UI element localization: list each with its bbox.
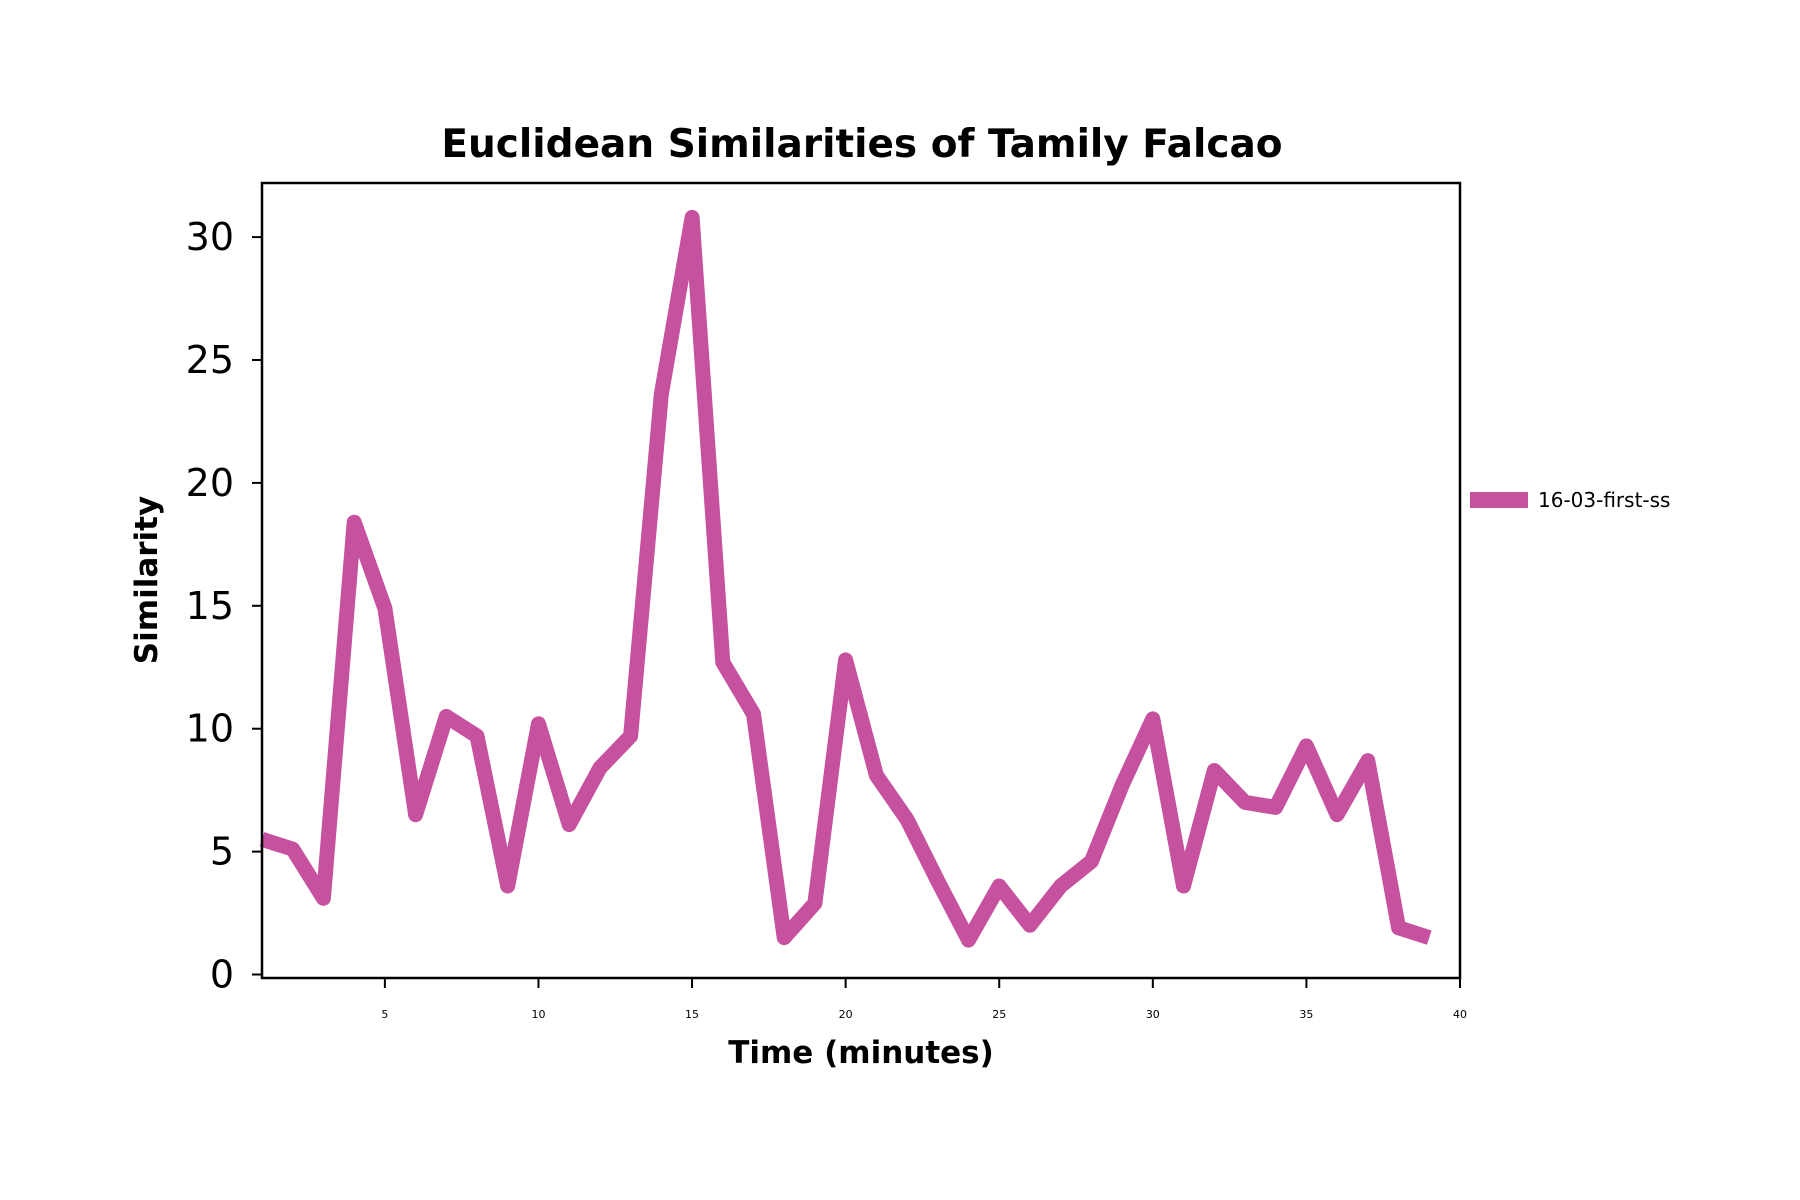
y-tick-label: 30 [186,215,234,259]
x-tick-label: 15 [685,1008,699,1021]
legend-label: 16-03-first-ss [1538,488,1670,512]
x-tick-label: 35 [1299,1008,1313,1021]
y-tick-label: 20 [186,461,234,505]
x-tick-label: 5 [381,1008,388,1021]
y-tick-label: 0 [210,953,234,997]
y-tick-label: 15 [186,584,234,628]
x-tick-label: 25 [992,1008,1006,1021]
legend: 16-03-first-ss [1470,488,1670,512]
chart-title: Euclidean Similarities of Tamily Falcao [441,122,1282,167]
y-tick-label: 25 [186,338,234,382]
x-tick-label: 20 [839,1008,853,1021]
y-axis-ticks: 0 5 10 15 20 25 30 [186,215,262,997]
series-lines [259,209,1432,948]
x-axis-label: Time (minutes) [728,1035,994,1071]
x-tick-label: 10 [531,1008,545,1021]
x-axis-ticks: 5 10 15 20 25 30 35 40 [381,978,1467,1021]
plot-frame [260,181,1462,980]
x-tick-label: 40 [1453,1008,1467,1021]
series-line-0 [259,209,1432,948]
y-tick-label: 5 [210,830,234,874]
x-tick-label: 30 [1146,1008,1160,1021]
y-axis-label: Similarity [129,496,165,664]
y-tick-label: 10 [186,707,234,751]
